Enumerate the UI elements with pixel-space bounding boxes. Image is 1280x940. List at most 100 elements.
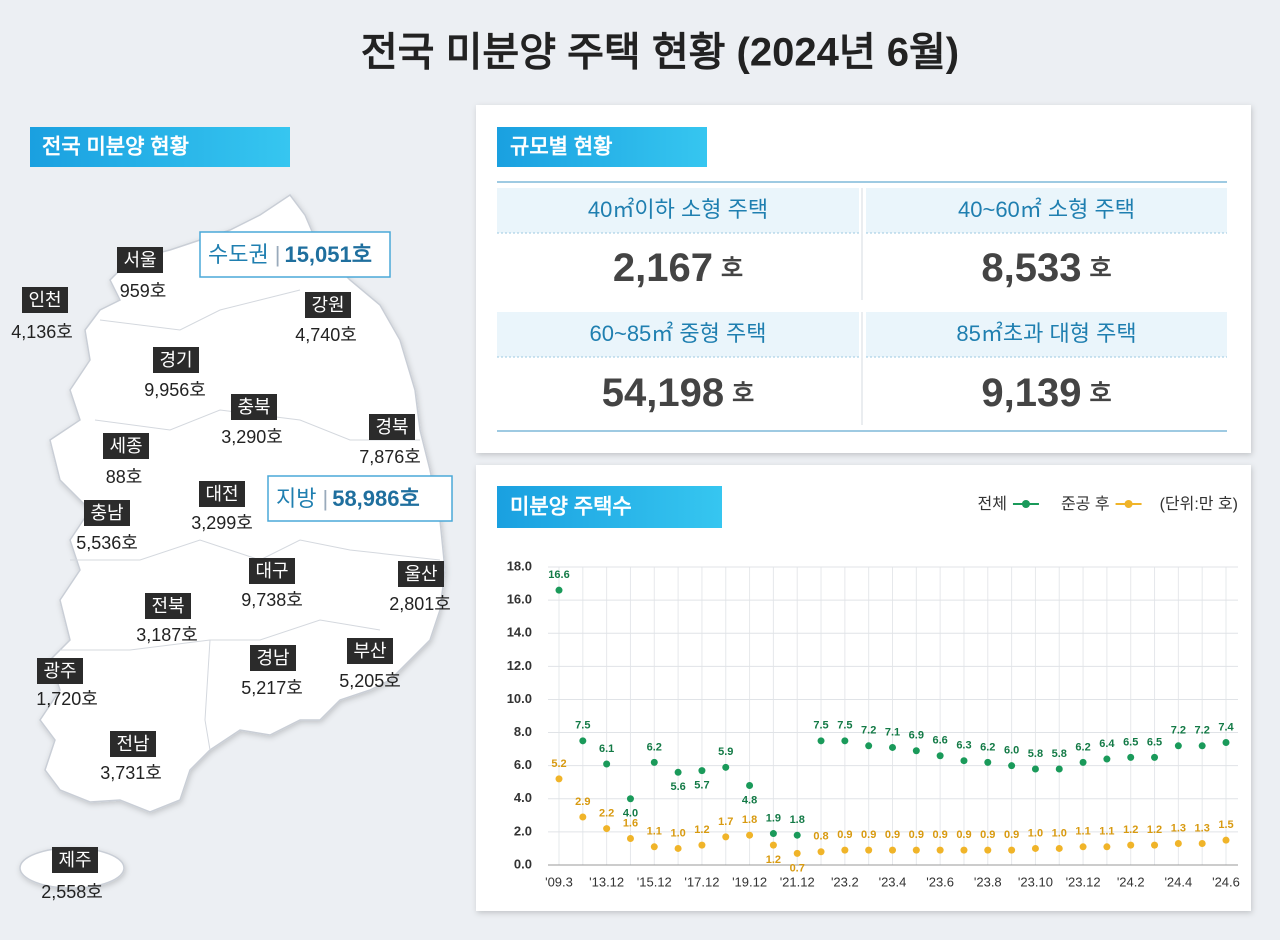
size-label: 40~60㎡ 소형 주택 xyxy=(958,197,1135,222)
data-point xyxy=(1008,762,1016,770)
region-label: 부산 5,205호 xyxy=(339,638,401,691)
region-name-box xyxy=(249,558,295,584)
region-name: 충남 xyxy=(90,503,123,523)
region-value: 9,738호 xyxy=(241,590,303,610)
region-label: 충남 5,536호 xyxy=(76,500,138,553)
data-label: 0.9 xyxy=(861,829,876,841)
data-point xyxy=(1222,738,1230,746)
data-label: 7.2 xyxy=(1195,725,1210,737)
y-tick-label: 6.0 xyxy=(514,757,532,772)
region-name-box xyxy=(117,247,163,273)
x-tick-label: '23.10 xyxy=(1018,874,1053,889)
data-label: 1.3 xyxy=(1195,822,1210,834)
region-name-box xyxy=(398,561,444,587)
legend-marker xyxy=(1021,500,1030,508)
data-point xyxy=(1031,844,1039,852)
x-tick-label: '23.8 xyxy=(974,874,1002,889)
region-value: 2,801호 xyxy=(389,594,451,614)
data-label: 0.9 xyxy=(909,829,924,841)
size-label-bg xyxy=(866,312,1227,357)
y-tick-label: 8.0 xyxy=(514,724,532,739)
data-label: 6.5 xyxy=(1147,736,1162,748)
data-point xyxy=(912,747,920,755)
data-point xyxy=(793,831,801,839)
data-label: 1.2 xyxy=(766,854,781,866)
y-tick-label: 16.0 xyxy=(507,592,532,607)
summary-divider: | xyxy=(275,242,281,267)
data-point xyxy=(1103,843,1111,851)
border xyxy=(99,289,301,331)
data-point xyxy=(1079,843,1087,851)
data-label: 4.8 xyxy=(742,794,757,806)
y-tick-label: 4.0 xyxy=(514,790,532,805)
data-point xyxy=(960,757,968,765)
data-label: 7.4 xyxy=(1218,721,1234,733)
region-value: 1,720호 xyxy=(36,689,98,709)
x-tick-label: '24.4 xyxy=(1164,874,1192,889)
region-value: 2,558호 xyxy=(41,882,103,902)
size-value: 54,198 호 xyxy=(602,371,754,415)
size-number: 9,139 xyxy=(981,371,1081,415)
data-point xyxy=(1198,742,1206,750)
region-label: 충북 3,290호 xyxy=(221,394,283,447)
data-point xyxy=(1151,841,1159,849)
size-unit: 호 xyxy=(721,255,743,282)
data-point xyxy=(912,846,920,854)
summary: 지방 | 58,986호 xyxy=(276,486,420,511)
data-point xyxy=(889,743,896,751)
x-tick-label: '15.12 xyxy=(637,874,672,889)
y-tick-label: 14.0 xyxy=(507,625,532,640)
data-label: 5.9 xyxy=(718,746,733,758)
region-value: 959호 xyxy=(120,281,167,301)
data-point xyxy=(1127,753,1135,761)
section-title: 규모별 현황 xyxy=(510,136,612,159)
data-point xyxy=(674,768,682,776)
region-name-box xyxy=(369,414,415,440)
data-label: 7.2 xyxy=(861,725,876,737)
size-unit: 호 xyxy=(732,380,754,407)
data-label: 7.5 xyxy=(837,720,852,732)
region-value: 4,740호 xyxy=(295,325,357,345)
summary-box xyxy=(267,475,453,522)
region-name-box xyxy=(231,394,277,420)
unit-note: (단위:만 호) xyxy=(1160,495,1238,513)
region-name: 경남 xyxy=(256,648,289,668)
data-label: 1.0 xyxy=(670,827,685,839)
data-point xyxy=(865,846,873,854)
summary-box xyxy=(199,231,391,278)
region-name: 광주 xyxy=(43,661,76,681)
x-tick-label: '09.3 xyxy=(545,874,573,889)
data-label: 6.2 xyxy=(1075,741,1090,753)
data-label: 2.2 xyxy=(599,807,614,819)
data-point xyxy=(960,846,968,854)
region-name: 제주 xyxy=(58,850,91,870)
data-point xyxy=(626,835,634,843)
region-name: 전북 xyxy=(151,596,184,616)
x-tick-label: '24.6 xyxy=(1212,874,1240,889)
region-label: 경북 7,876호 xyxy=(359,414,421,467)
data-point xyxy=(555,775,563,783)
data-label: 7.5 xyxy=(813,720,828,732)
data-point xyxy=(555,586,563,594)
data-point xyxy=(769,841,777,849)
data-label: 1.8 xyxy=(742,814,757,826)
data-point xyxy=(579,813,587,821)
data-label: 5.8 xyxy=(1052,748,1067,760)
data-point xyxy=(793,849,801,857)
region-name: 대구 xyxy=(255,561,288,581)
y-tick-label: 0.0 xyxy=(514,856,532,871)
x-tick-label: '17.12 xyxy=(684,874,719,889)
data-point xyxy=(1055,844,1063,852)
legend-marker xyxy=(1124,500,1133,508)
data-label: 1.3 xyxy=(1171,822,1186,834)
region-value: 3,731호 xyxy=(100,763,162,783)
data-label: 6.1 xyxy=(599,743,614,755)
data-label: 1.2 xyxy=(694,824,709,836)
region-value: 3,290호 xyxy=(221,427,283,447)
size-value: 2,167 호 xyxy=(613,246,743,290)
section-title: 전국 미분양 현황 xyxy=(42,136,189,159)
region-label: 세종 88호 xyxy=(103,433,149,487)
data-label: 6.0 xyxy=(1004,745,1019,757)
data-point xyxy=(769,830,777,838)
page-title: 전국 미분양 주택 현황 (2024년 6월) xyxy=(361,31,959,75)
